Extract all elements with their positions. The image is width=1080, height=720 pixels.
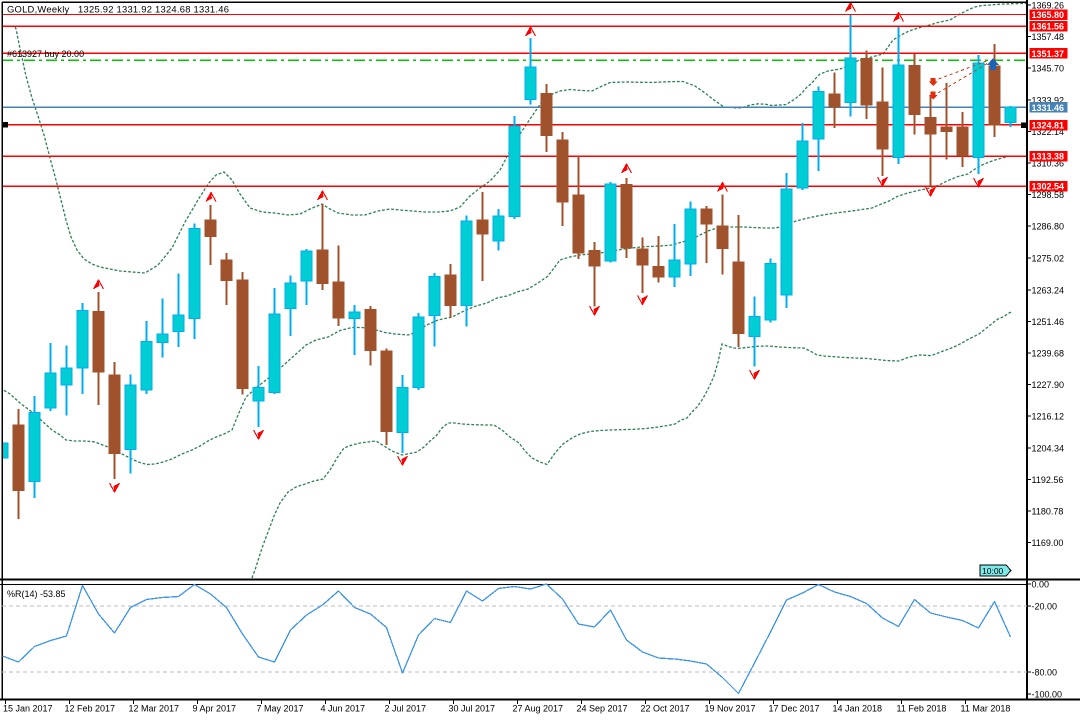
svg-text:12 Mar 2017: 12 Mar 2017: [129, 704, 180, 714]
svg-text:GOLD,Weekly 1325.92 1331.92: GOLD,Weekly 1325.92 1331.92 1324.68 1331…: [7, 4, 229, 15]
svg-text:1169.00: 1169.00: [1032, 538, 1064, 548]
svg-text:17 Dec 2017: 17 Dec 2017: [769, 704, 820, 714]
svg-text:1275.02: 1275.02: [1032, 253, 1065, 263]
svg-text:10:00: 10:00: [982, 566, 1004, 576]
svg-text:1331.46: 1331.46: [1032, 103, 1065, 113]
svg-text:2 Jul 2017: 2 Jul 2017: [385, 704, 427, 714]
svg-text:1286.80: 1286.80: [1032, 222, 1065, 232]
svg-text:12 Feb 2017: 12 Feb 2017: [65, 704, 116, 714]
svg-text:1351.37: 1351.37: [1032, 49, 1065, 59]
svg-text:11 Mar 2018: 11 Mar 2018: [961, 704, 1011, 714]
svg-text:1239.68: 1239.68: [1032, 349, 1065, 359]
svg-text:19 Nov 2017: 19 Nov 2017: [705, 704, 756, 714]
svg-text:15 Jan 2017: 15 Jan 2017: [3, 704, 53, 714]
svg-text:1298.58: 1298.58: [1032, 190, 1065, 200]
svg-text:1263.24: 1263.24: [1032, 285, 1065, 295]
svg-text:1216.12: 1216.12: [1032, 412, 1065, 422]
svg-text:22 Oct 2017: 22 Oct 2017: [641, 704, 690, 714]
svg-text:7 May 2017: 7 May 2017: [257, 704, 304, 714]
svg-text:11 Feb 2018: 11 Feb 2018: [897, 704, 947, 714]
svg-text:-100.00: -100.00: [1032, 690, 1063, 700]
svg-text:1324.81: 1324.81: [1032, 121, 1065, 131]
svg-text:#613927 buy 20.00: #613927 buy 20.00: [7, 49, 84, 59]
svg-text:27 Aug 2017: 27 Aug 2017: [513, 704, 564, 714]
svg-text:1204.34: 1204.34: [1032, 443, 1065, 453]
svg-text:1333.92: 1333.92: [1032, 95, 1065, 105]
svg-text:1310.36: 1310.36: [1032, 159, 1065, 169]
svg-text:1251.46: 1251.46: [1032, 317, 1065, 327]
svg-text:%R(14) -53.85: %R(14) -53.85: [7, 589, 66, 599]
svg-text:-80.00: -80.00: [1032, 668, 1058, 678]
svg-text:4 Jun 2017: 4 Jun 2017: [321, 704, 366, 714]
svg-text:-20.00: -20.00: [1032, 602, 1058, 612]
svg-text:1180.78: 1180.78: [1032, 507, 1064, 517]
svg-text:24 Sep 2017: 24 Sep 2017: [577, 704, 628, 714]
svg-text:9 Apr 2017: 9 Apr 2017: [193, 704, 237, 714]
svg-text:1313.38: 1313.38: [1032, 152, 1065, 162]
svg-text:1361.56: 1361.56: [1032, 22, 1065, 32]
svg-text:1357.48: 1357.48: [1032, 32, 1065, 42]
svg-text:1227.90: 1227.90: [1032, 380, 1065, 390]
svg-text:0.00: 0.00: [1032, 580, 1050, 590]
svg-text:1365.80: 1365.80: [1032, 10, 1065, 20]
svg-text:14 Jan 2018: 14 Jan 2018: [833, 704, 883, 714]
svg-text:1192.56: 1192.56: [1032, 475, 1064, 485]
svg-text:30 Jul 2017: 30 Jul 2017: [449, 704, 496, 714]
svg-text:1322.14: 1322.14: [1032, 127, 1065, 137]
svg-text:1345.70: 1345.70: [1032, 64, 1065, 74]
svg-text:1302.54: 1302.54: [1032, 182, 1065, 192]
svg-text:1369.26: 1369.26: [1032, 1, 1065, 11]
